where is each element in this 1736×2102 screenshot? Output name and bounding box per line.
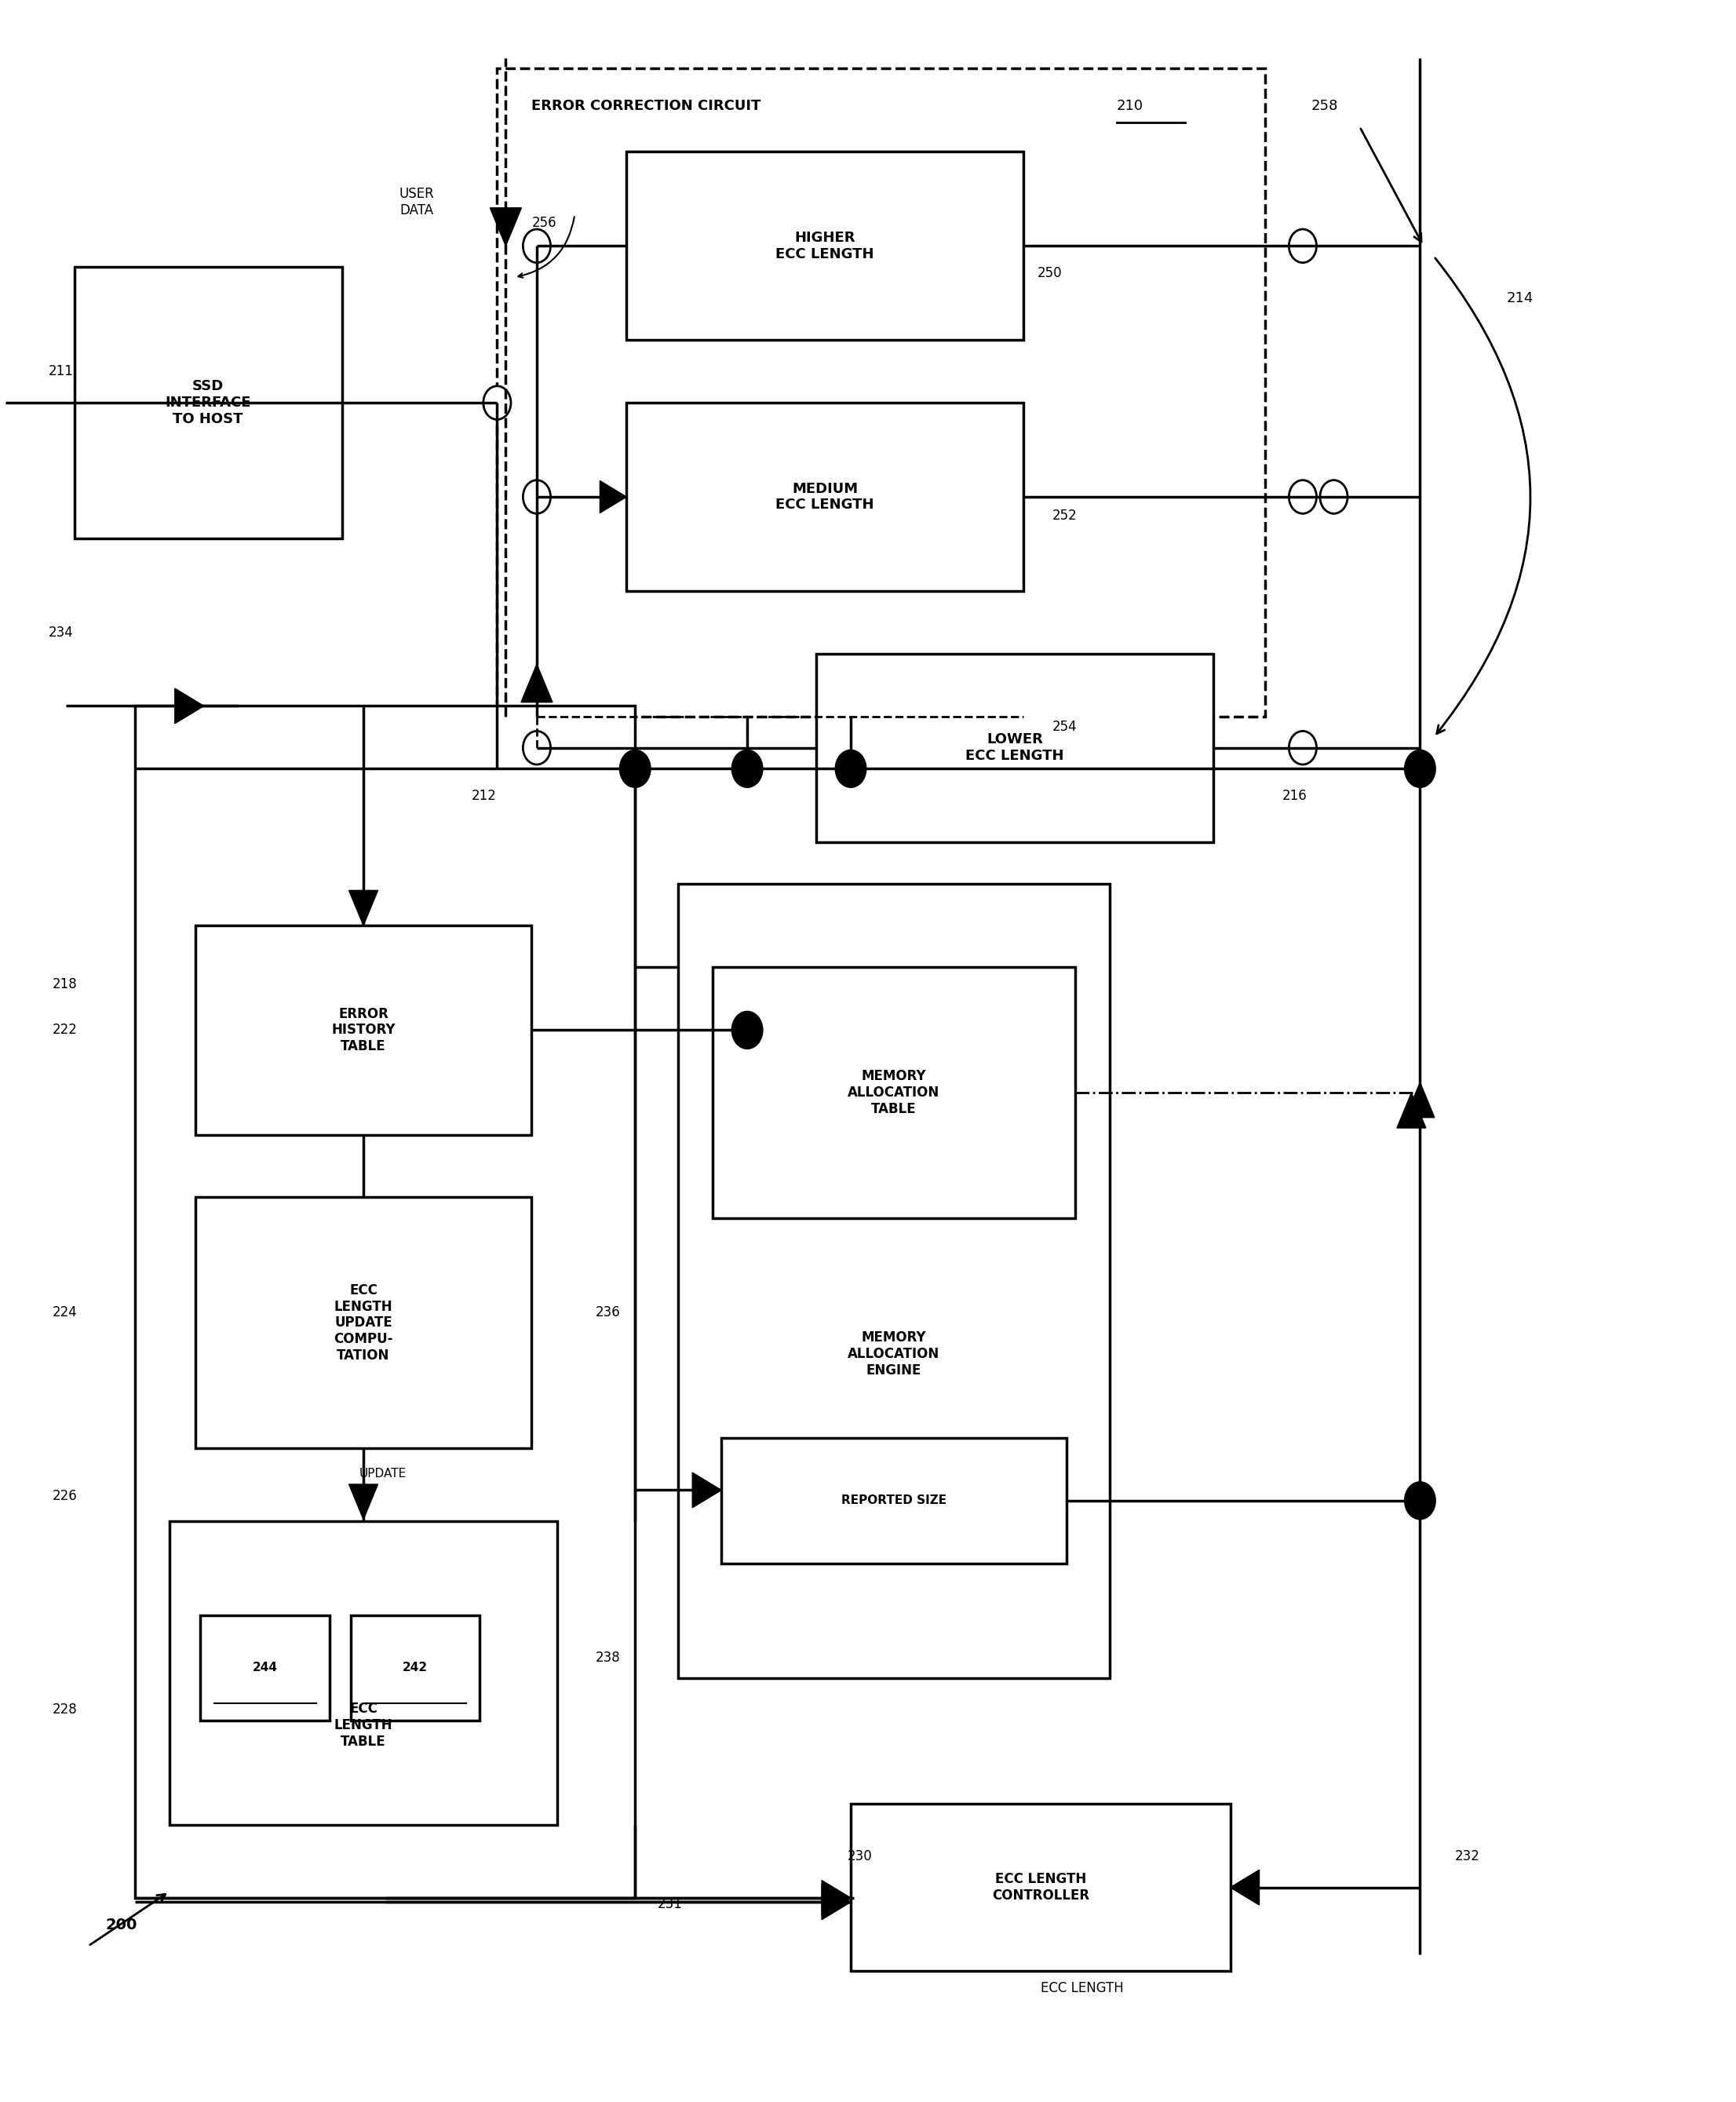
Text: 200: 200: [106, 1917, 137, 1932]
Text: LOWER
ECC LENGTH: LOWER ECC LENGTH: [965, 734, 1064, 763]
Text: 234: 234: [49, 626, 73, 639]
FancyBboxPatch shape: [851, 1804, 1231, 1972]
Text: 238: 238: [595, 1650, 620, 1665]
Text: 228: 228: [52, 1703, 76, 1717]
Polygon shape: [175, 687, 203, 723]
Circle shape: [835, 750, 866, 788]
Polygon shape: [693, 1474, 722, 1507]
Text: 254: 254: [1052, 719, 1078, 734]
FancyBboxPatch shape: [627, 151, 1023, 341]
Circle shape: [731, 1011, 762, 1049]
Circle shape: [1288, 229, 1316, 263]
FancyBboxPatch shape: [679, 883, 1109, 1677]
Text: 231: 231: [658, 1898, 682, 1911]
Text: 212: 212: [470, 788, 496, 803]
Polygon shape: [490, 208, 521, 246]
Text: MEMORY
ALLOCATION
ENGINE: MEMORY ALLOCATION ENGINE: [847, 1331, 939, 1377]
FancyBboxPatch shape: [75, 267, 342, 538]
FancyBboxPatch shape: [816, 654, 1213, 843]
Polygon shape: [1406, 1083, 1434, 1118]
Text: HIGHER
ECC LENGTH: HIGHER ECC LENGTH: [776, 231, 875, 261]
Text: 214: 214: [1507, 292, 1533, 305]
Circle shape: [523, 479, 550, 513]
Text: 218: 218: [52, 977, 76, 992]
Text: 226: 226: [52, 1490, 76, 1503]
Text: 242: 242: [403, 1663, 427, 1673]
Circle shape: [1404, 750, 1436, 788]
Text: 216: 216: [1281, 788, 1307, 803]
FancyBboxPatch shape: [351, 1616, 479, 1719]
FancyBboxPatch shape: [713, 967, 1075, 1219]
Text: 236: 236: [595, 1305, 620, 1320]
Text: 252: 252: [1052, 509, 1078, 523]
Text: ECC
LENGTH
UPDATE
COMPU-
TATION: ECC LENGTH UPDATE COMPU- TATION: [333, 1282, 392, 1362]
Circle shape: [1288, 479, 1316, 513]
Text: ERROR CORRECTION CIRCUIT: ERROR CORRECTION CIRCUIT: [531, 99, 760, 114]
Polygon shape: [521, 664, 552, 702]
Text: 211: 211: [49, 364, 73, 378]
Text: ECC LENGTH: ECC LENGTH: [1040, 1980, 1123, 1995]
Polygon shape: [821, 1881, 851, 1915]
FancyBboxPatch shape: [194, 1198, 531, 1448]
Circle shape: [620, 750, 651, 788]
FancyBboxPatch shape: [722, 1438, 1066, 1564]
FancyBboxPatch shape: [627, 404, 1023, 591]
FancyBboxPatch shape: [135, 706, 635, 1898]
Text: 224: 224: [52, 1305, 76, 1320]
Polygon shape: [349, 891, 378, 925]
Polygon shape: [601, 481, 627, 513]
Circle shape: [1404, 1482, 1436, 1520]
Text: MEDIUM
ECC LENGTH: MEDIUM ECC LENGTH: [776, 481, 875, 513]
Circle shape: [1288, 731, 1316, 765]
Text: MEMORY
ALLOCATION
TABLE: MEMORY ALLOCATION TABLE: [847, 1070, 939, 1116]
Text: 230: 230: [847, 1850, 871, 1862]
Text: 244: 244: [252, 1663, 278, 1673]
Text: REPORTED SIZE: REPORTED SIZE: [842, 1495, 946, 1507]
Circle shape: [523, 229, 550, 263]
Polygon shape: [349, 1484, 378, 1520]
FancyBboxPatch shape: [194, 925, 531, 1135]
Circle shape: [1319, 479, 1347, 513]
Text: 222: 222: [52, 1024, 76, 1036]
Circle shape: [523, 731, 550, 765]
Text: SSD
INTERFACE
TO HOST: SSD INTERFACE TO HOST: [165, 378, 252, 427]
Text: ECC LENGTH
CONTROLLER: ECC LENGTH CONTROLLER: [991, 1873, 1088, 1902]
Polygon shape: [1231, 1871, 1259, 1904]
Text: 256: 256: [531, 217, 557, 229]
Text: UPDATE: UPDATE: [359, 1467, 406, 1480]
Text: USER
DATA: USER DATA: [399, 187, 434, 217]
Text: 232: 232: [1455, 1850, 1479, 1862]
Polygon shape: [1397, 1093, 1425, 1129]
Text: 210: 210: [1116, 99, 1144, 114]
Text: 258: 258: [1311, 99, 1338, 114]
Circle shape: [483, 387, 510, 420]
FancyBboxPatch shape: [200, 1616, 330, 1719]
Text: 250: 250: [1036, 267, 1062, 280]
FancyBboxPatch shape: [170, 1522, 557, 1825]
Polygon shape: [821, 1885, 851, 1919]
Text: ECC
LENGTH
TABLE: ECC LENGTH TABLE: [333, 1703, 392, 1749]
Text: ERROR
HISTORY
TABLE: ERROR HISTORY TABLE: [332, 1007, 396, 1053]
Circle shape: [731, 750, 762, 788]
